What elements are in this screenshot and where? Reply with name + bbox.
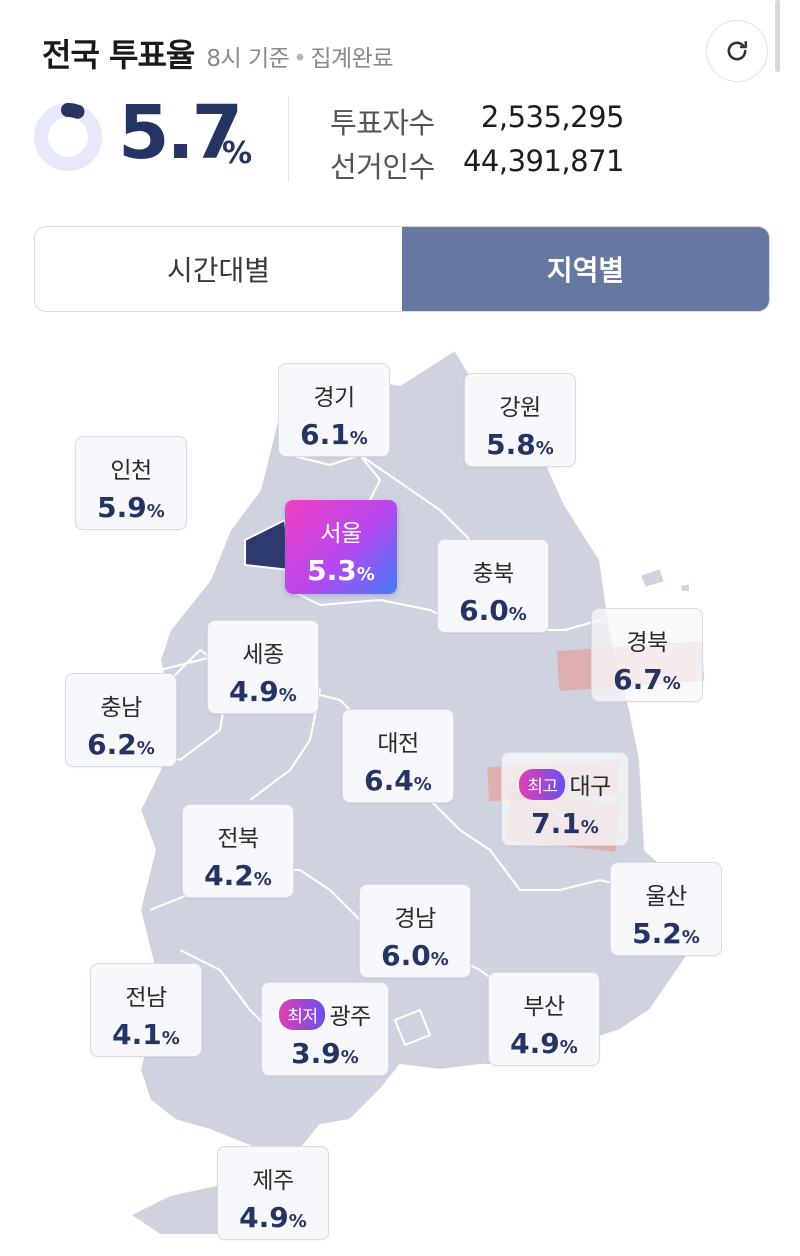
region-map: 경기 6.1% 강원 5.8% 인천 5.9% 서울 5.3% 충북 6.0% … xyxy=(0,330,800,1256)
voters-value: 2,535,295 xyxy=(480,100,625,134)
region-card-sejong[interactable]: 세종 4.9% xyxy=(207,620,319,714)
turnout-donut-chart xyxy=(34,103,102,171)
tab-by-time[interactable]: 시간대별 xyxy=(35,227,402,311)
region-rate: 4.9% xyxy=(510,1027,578,1060)
region-name: 전북 xyxy=(217,826,259,852)
voters-label: 투표자수 xyxy=(330,106,435,140)
region-card-seoul[interactable]: 서울 5.3% xyxy=(285,500,397,594)
region-name: 충북 xyxy=(472,561,514,587)
region-rate: 6.4% xyxy=(364,764,432,797)
region-rate: 5.9% xyxy=(97,491,165,524)
header-title-row: 전국 투표율 8시 기준 • 집계완료 xyxy=(42,30,393,76)
view-tabs: 시간대별 지역별 xyxy=(34,226,770,312)
scrollbar[interactable] xyxy=(775,0,780,72)
region-rate: 3.9% xyxy=(291,1037,359,1070)
turnout-rate-unit: % xyxy=(222,136,253,171)
region-name: 최고 대구 xyxy=(502,767,628,801)
region-name: 인천 xyxy=(110,458,152,484)
region-name: 대전 xyxy=(377,731,419,757)
page-subtitle: 8시 기준 • 집계완료 xyxy=(206,39,393,73)
region-card-jeju[interactable]: 제주 4.9% xyxy=(217,1146,329,1240)
page-title: 전국 투표율 xyxy=(42,36,195,74)
region-card-jeonbuk[interactable]: 전북 4.2% xyxy=(182,804,294,898)
region-name: 세종 xyxy=(242,642,284,668)
dot-separator: • xyxy=(293,46,307,72)
region-card-gyeongbuk[interactable]: 경북 6.7% xyxy=(591,608,703,702)
region-rate: 6.2% xyxy=(87,728,155,761)
region-card-daegu[interactable]: 최고 대구 7.1% xyxy=(501,752,629,846)
region-rate: 5.3% xyxy=(307,554,375,587)
lowest-badge: 최저 xyxy=(279,999,326,1030)
region-name: 최저 광주 xyxy=(262,997,388,1031)
region-card-chungbuk[interactable]: 충북 6.0% xyxy=(437,539,549,633)
region-name: 제주 xyxy=(252,1168,294,1194)
region-rate: 7.1% xyxy=(531,807,599,840)
region-card-incheon[interactable]: 인천 5.9% xyxy=(75,436,187,530)
voters-stat: 투표자수 2,535,295 xyxy=(330,100,625,142)
region-card-gwangju[interactable]: 최저 광주 3.9% xyxy=(261,982,389,1076)
region-name: 전남 xyxy=(125,985,167,1011)
region-rate: 5.8% xyxy=(486,428,554,461)
region-card-gyeongnam[interactable]: 경남 6.0% xyxy=(359,884,471,978)
refresh-icon xyxy=(727,40,748,61)
region-card-busan[interactable]: 부산 4.9% xyxy=(488,972,600,1066)
region-card-gangwon[interactable]: 강원 5.8% xyxy=(464,373,576,467)
region-name: 경남 xyxy=(394,906,436,932)
region-rate: 6.7% xyxy=(613,663,681,696)
turnout-rate-value: 5.7 xyxy=(118,90,243,176)
refresh-button[interactable] xyxy=(706,20,768,82)
region-rate: 6.1% xyxy=(300,418,368,451)
region-rate: 4.9% xyxy=(239,1201,307,1234)
region-name: 경기 xyxy=(313,385,355,411)
region-name: 경북 xyxy=(626,630,668,656)
region-name: 충남 xyxy=(100,695,142,721)
region-card-chungnam[interactable]: 충남 6.2% xyxy=(65,673,177,767)
electorate-value: 44,391,871 xyxy=(462,144,625,178)
region-name: 강원 xyxy=(499,395,541,421)
subtitle-status: 집계완료 xyxy=(310,46,393,72)
region-name: 서울 xyxy=(320,521,362,547)
region-rate: 4.9% xyxy=(229,675,297,708)
summary-divider xyxy=(288,96,289,182)
region-card-ulsan[interactable]: 울산 5.2% xyxy=(610,862,722,956)
region-rate: 5.2% xyxy=(632,917,700,950)
subtitle-time: 8시 기준 xyxy=(206,46,290,72)
region-card-gyeonggi[interactable]: 경기 6.1% xyxy=(278,363,390,457)
region-name: 부산 xyxy=(523,994,565,1020)
region-card-daejeon[interactable]: 대전 6.4% xyxy=(342,709,454,803)
region-name: 울산 xyxy=(645,884,687,910)
electorate-stat: 선거인수 44,391,871 xyxy=(330,144,625,186)
region-rate: 4.2% xyxy=(204,859,272,892)
electorate-label: 선거인수 xyxy=(330,150,435,184)
region-rate: 6.0% xyxy=(459,594,527,627)
region-rate: 6.0% xyxy=(381,939,449,972)
region-rate: 4.1% xyxy=(112,1018,180,1051)
tab-by-region[interactable]: 지역별 xyxy=(402,227,769,311)
highest-badge: 최고 xyxy=(519,769,566,800)
region-card-jeonnam[interactable]: 전남 4.1% xyxy=(90,963,202,1057)
